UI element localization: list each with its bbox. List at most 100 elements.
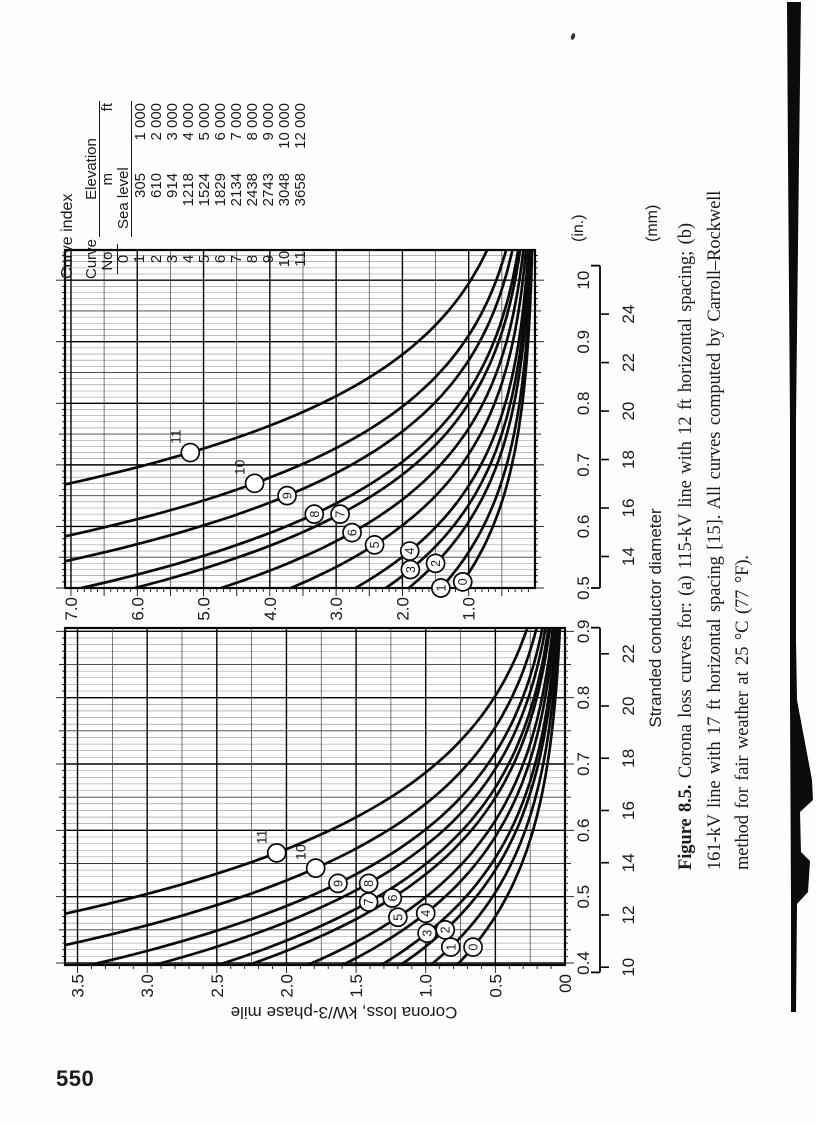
svg-text:8: 8 <box>308 511 322 518</box>
curve-marker-b-5 <box>364 535 385 555</box>
curve-marker-b-1 <box>431 578 451 598</box>
svg-text:0.9: 0.9 <box>574 619 593 643</box>
svg-text:0.5: 0.5 <box>486 974 505 998</box>
curve-marker-b-10 <box>244 473 265 494</box>
svg-text:1.0: 1.0 <box>417 974 436 998</box>
curve-b-1 <box>439 250 533 588</box>
svg-text:8: 8 <box>362 880 376 887</box>
svg-text:4: 4 <box>419 910 433 917</box>
x-tick-labels-in-b: 0.5 0.6 0.7 0.8 0.9 10 <box>574 271 593 600</box>
curve-b-7 <box>133 250 522 588</box>
chart-b-group: 1.02.03.04.05.06.07.00.50.60.70.80.91014… <box>56 248 638 621</box>
svg-text:7: 7 <box>334 511 348 518</box>
svg-text:16: 16 <box>619 801 638 820</box>
curve-marker-b-8 <box>304 504 325 524</box>
svg-text:0.9: 0.9 <box>574 330 593 354</box>
grid-a <box>56 628 574 973</box>
mm-ruler-a: 10 12 14 16 18 20 22 <box>591 626 638 977</box>
svg-text:3.5: 3.5 <box>69 974 88 998</box>
svg-text:2: 2 <box>429 560 443 567</box>
svg-text:0.5: 0.5 <box>574 576 593 600</box>
curve-a-5 <box>306 628 555 965</box>
svg-text:0.7: 0.7 <box>574 752 593 776</box>
svg-text:11: 11 <box>254 829 270 844</box>
svg-text:10: 10 <box>619 958 638 977</box>
svg-text:9: 9 <box>281 492 295 499</box>
svg-text:2.0: 2.0 <box>393 597 412 621</box>
svg-text:0: 0 <box>467 944 481 951</box>
curve-a-8 <box>152 628 547 965</box>
svg-text:1: 1 <box>444 944 458 951</box>
chart-a-group: 000.51.01.52.02.53.03.50.40.50.60.70.80.… <box>56 619 638 998</box>
svg-text:4.0: 4.0 <box>261 597 280 621</box>
svg-text:1.0: 1.0 <box>460 597 479 621</box>
curve-b-11 <box>65 250 489 513</box>
svg-text:14: 14 <box>619 853 638 872</box>
svg-text:5: 5 <box>391 914 405 921</box>
svg-text:6: 6 <box>386 894 400 901</box>
svg-text:7: 7 <box>362 898 376 905</box>
curve-marker-b-6 <box>342 522 362 543</box>
svg-text:3: 3 <box>404 566 418 573</box>
svg-text:2.5: 2.5 <box>208 974 227 998</box>
svg-text:16: 16 <box>619 499 638 518</box>
curve-b-4 <box>354 250 530 588</box>
svg-text:10: 10 <box>574 271 593 290</box>
y-tick-labels-b: 1.0 2.0 3.0 4.0 5.0 6.0 7.0 <box>62 597 479 621</box>
svg-text:7.0: 7.0 <box>62 597 81 621</box>
curve-b-5 <box>289 250 528 588</box>
curve-marker-a-10 <box>305 858 326 878</box>
curve-b-3 <box>384 250 531 588</box>
svg-text:18: 18 <box>619 749 638 768</box>
curve-a-10 <box>65 628 538 965</box>
svg-text:10: 10 <box>232 459 248 475</box>
svg-text:22: 22 <box>619 353 638 372</box>
svg-text:3: 3 <box>421 930 435 937</box>
curve-marker-a-0 <box>463 937 483 957</box>
curve-b-10 <box>65 250 508 566</box>
svg-text:14: 14 <box>619 547 638 566</box>
svg-text:20: 20 <box>619 697 638 716</box>
svg-text:5: 5 <box>368 541 382 548</box>
x-tick-labels-in-a: 0.4 0.5 0.6 0.7 0.8 0.9 <box>574 619 593 974</box>
svg-text:3.0: 3.0 <box>138 974 157 998</box>
curve-a-2 <box>399 628 559 965</box>
curve-marker-b-7 <box>330 504 350 524</box>
svg-text:0.6: 0.6 <box>574 819 593 843</box>
curve-a-11 <box>65 628 529 947</box>
curve-a-7 <box>216 628 550 965</box>
svg-text:2: 2 <box>439 926 453 933</box>
curve-marker-b-2 <box>425 553 446 574</box>
svg-text:0.6: 0.6 <box>574 515 593 539</box>
y-tick-labels-a: 00 0.5 1.0 1.5 2.0 2.5 3.0 3.5 <box>69 974 575 998</box>
svg-text:0.8: 0.8 <box>574 391 593 415</box>
curve-marker-b-11 <box>180 442 201 463</box>
curve-a-0 <box>455 628 562 965</box>
svg-text:6: 6 <box>346 529 360 536</box>
svg-text:3.0: 3.0 <box>327 597 346 621</box>
svg-text:12: 12 <box>619 905 638 924</box>
curve-b-2 <box>407 250 532 588</box>
svg-text:10: 10 <box>293 844 309 860</box>
svg-text:0.8: 0.8 <box>574 686 593 710</box>
svg-text:9: 9 <box>331 880 345 887</box>
svg-text:5.0: 5.0 <box>195 597 214 621</box>
curve-b-8 <box>80 250 520 588</box>
svg-text:22: 22 <box>619 644 638 663</box>
curve-marker-b-9 <box>277 485 297 506</box>
svg-text:4: 4 <box>403 548 417 555</box>
svg-text:20: 20 <box>619 402 638 421</box>
svg-text:6.0: 6.0 <box>128 597 147 621</box>
curve-marker-a-6 <box>382 888 403 908</box>
svg-text:0.5: 0.5 <box>574 885 593 909</box>
svg-text:18: 18 <box>619 450 638 469</box>
curves-b <box>65 250 534 588</box>
curve-a-1 <box>429 628 560 965</box>
curve-marker-a-4 <box>415 903 436 924</box>
svg-text:0.4: 0.4 <box>574 951 593 975</box>
